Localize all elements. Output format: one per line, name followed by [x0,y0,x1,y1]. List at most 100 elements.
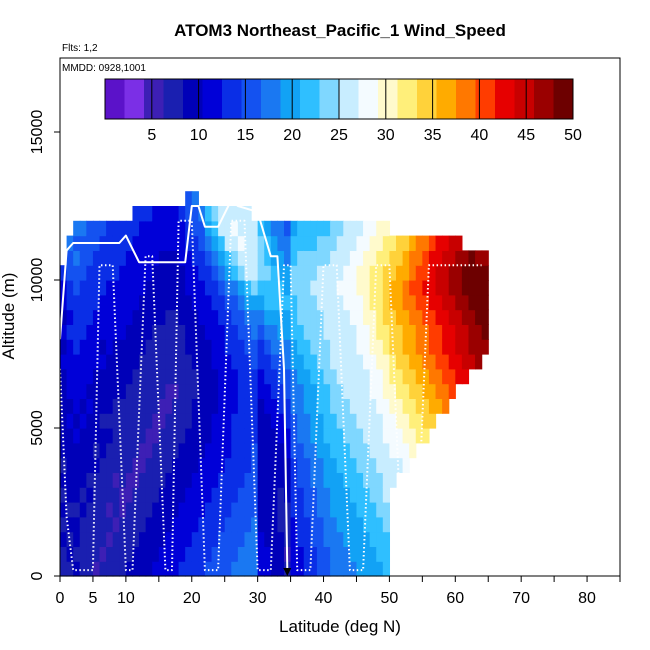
heatmap-cell [277,235,285,251]
colorbar-swatch [514,79,535,119]
heatmap-cell [158,383,167,399]
heatmap-cell [396,368,404,385]
heatmap-cell [349,339,358,355]
heatmap-cell [211,309,219,325]
heatmap-cell [106,265,114,281]
heatmap-cell [172,250,180,266]
colorbar-tick-label: 50 [564,127,582,144]
heatmap-cell [185,191,193,207]
heatmap-cell [369,413,377,429]
heatmap-cell [303,294,311,311]
heatmap-cell [270,250,279,266]
heatmap-cell [112,294,120,311]
heatmap-cell [455,265,463,281]
heatmap-cell [139,531,147,547]
heatmap-cell [132,398,140,414]
heatmap-cell [178,531,186,547]
heatmap-cell [231,487,239,503]
heatmap-cell [224,235,232,251]
heatmap-cell [60,516,68,533]
heatmap-cell [172,546,180,562]
heatmap-cell [448,235,456,251]
heatmap-cell [303,265,311,281]
heatmap-cell [165,220,173,237]
heatmap-cell [257,250,265,266]
heatmap-cell [316,561,325,577]
heatmap-cell [92,531,101,547]
heatmap-cell [152,368,160,385]
heatmap-cell [165,339,173,355]
colorbar-swatch [241,79,262,119]
heatmap-cell [396,294,404,311]
heatmap-cell [442,383,450,399]
heatmap-cell [303,398,311,414]
heatmap-cell [270,442,279,459]
heatmap-cell [145,265,153,281]
heatmap-cell [303,516,311,533]
heatmap-cell [343,383,351,399]
heatmap-cell [158,294,167,311]
heatmap-cell [336,561,344,577]
y-tick-label: 5000 [29,410,46,446]
heatmap-cell [316,265,325,281]
heatmap-cell [99,309,107,325]
heatmap-cell [218,235,226,251]
heatmap-cell [277,428,285,444]
heatmap-cell [139,368,147,385]
heatmap-cell [132,442,140,459]
heatmap-cell [303,487,311,503]
heatmap-cell [356,235,364,251]
heatmap-cell [60,339,68,355]
heatmap-cell [356,368,364,385]
heatmap-cell [270,280,279,296]
heatmap-cell [231,472,239,488]
heatmap-cell [119,309,127,325]
heatmap-cell [409,235,417,251]
heatmap-cell [99,250,107,266]
heatmap-cell [428,280,437,296]
heatmap-cell [119,561,127,577]
heatmap-cell [475,354,483,370]
heatmap-cell [191,487,199,503]
heatmap-cell [310,265,318,281]
heatmap-cell [415,413,423,429]
heatmap-cell [448,339,456,355]
heatmap-cell [382,354,391,370]
heatmap-cell [86,546,94,562]
heatmap-cell [125,220,134,237]
heatmap-cell [376,516,384,533]
heatmap-cell [303,502,311,518]
heatmap-cell [303,561,311,577]
heatmap-cell [231,561,239,577]
heatmap-cell [152,309,160,325]
heatmap-cell [389,442,397,459]
heatmap-cell [60,368,68,385]
heatmap-cell [369,531,377,547]
heatmap-cell [119,294,127,311]
heatmap-cell [303,531,311,547]
heatmap-cell [198,516,206,533]
heatmap-cell [185,516,193,533]
heatmap-cell [428,398,437,414]
heatmap-cell [349,546,358,562]
heatmap-cell [211,442,219,459]
heatmap-cell [237,354,246,370]
heatmap-cell [435,398,443,414]
heatmap-cell [363,487,371,503]
heatmap-cell [73,487,81,503]
heatmap-cell [257,280,265,296]
heatmap-cell [461,265,470,281]
heatmap-cell [92,413,101,429]
heatmap-cell [442,250,450,266]
heatmap-cell [132,339,140,355]
heatmap-cell [79,265,87,281]
heatmap-cell [284,324,292,340]
y-tick-label: 15000 [29,110,46,155]
heatmap-cell [475,324,483,340]
heatmap-cell [455,294,463,311]
heatmap-cell [172,324,180,340]
heatmap-cell [99,472,107,488]
heatmap-cell [73,561,81,577]
heatmap-cell [139,457,147,473]
heatmap-cell [277,516,285,533]
